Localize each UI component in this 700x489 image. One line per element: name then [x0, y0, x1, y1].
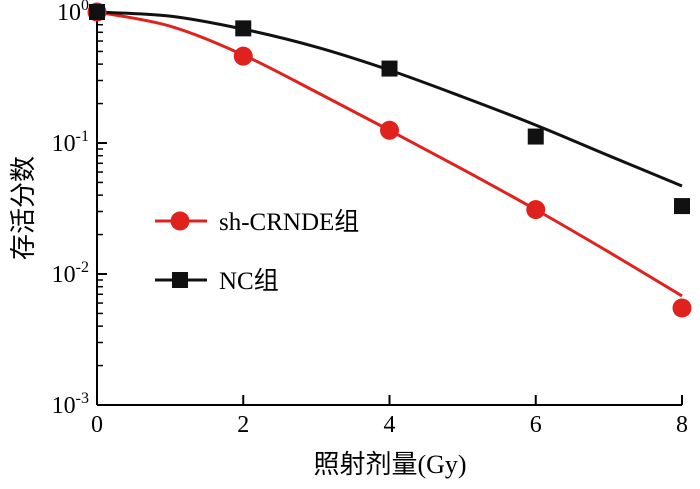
y-ticks: 100 10-1 10-2 10-3: [52, 0, 107, 419]
series-0-point: [672, 298, 692, 318]
legend-label-sh-crnde: sh-CRNDE组: [219, 208, 359, 236]
series-0-point: [526, 200, 546, 220]
series-1-point: [674, 198, 690, 215]
y-tick-label: 10-2: [52, 259, 89, 288]
series-0-point: [233, 46, 253, 66]
series: [87, 2, 692, 318]
series-1-fit-curve: [96, 10, 683, 188]
x-ticks: 0 2 4 6 8: [91, 395, 688, 438]
x-tick-label: 2: [237, 412, 249, 438]
legend-label-nc: NC组: [219, 267, 279, 295]
x-tick-label: 0: [91, 412, 103, 438]
y-tick-label: 100: [57, 0, 89, 26]
y-tick-label: 10-3: [52, 390, 89, 419]
x-tick-label: 4: [384, 412, 396, 438]
series-0-fit-curve: [96, 10, 683, 298]
series-1-point: [527, 128, 544, 145]
x-tick-label: 6: [530, 412, 542, 438]
y-tick-label: 10-1: [52, 128, 89, 157]
legend-marker-sh-crnde: [170, 211, 190, 231]
x-axis-label: 照射剂量(Gy): [313, 450, 466, 479]
series-0-point: [380, 120, 399, 140]
x-tick-label: 8: [676, 412, 688, 438]
legend-entry-nc: NC组: [155, 267, 279, 295]
legend-marker-nc: [172, 272, 188, 288]
series-1-point: [381, 60, 398, 77]
series-1-point: [89, 4, 105, 20]
legend: sh-CRNDE组 NC组: [155, 208, 359, 295]
legend-entry-sh-crnde: sh-CRNDE组: [155, 208, 359, 236]
y-axis-label: 存活分数: [9, 156, 39, 260]
series-1-point: [235, 20, 252, 37]
